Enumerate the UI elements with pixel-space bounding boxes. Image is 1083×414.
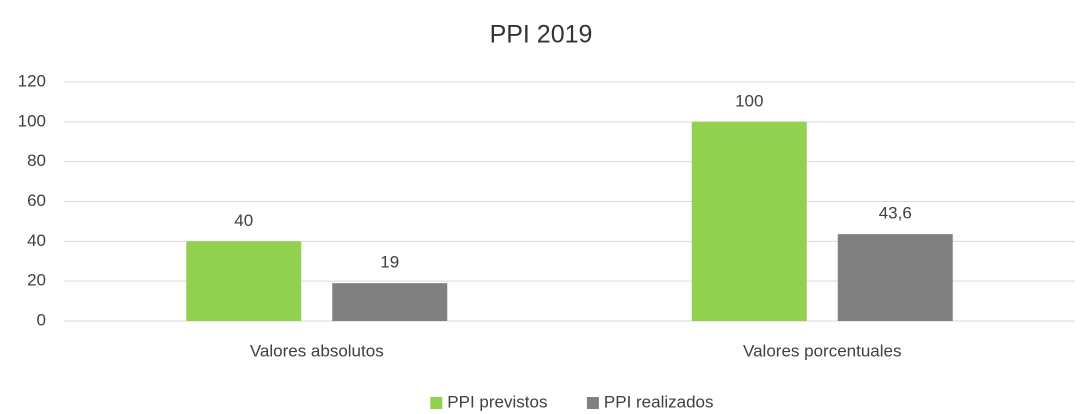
x-tick-label: Valores absolutos [250,341,384,360]
y-tick-label: 20 [27,271,46,290]
y-tick-label: 100 [18,111,46,130]
x-tick-label: Valores porcentuales [743,341,901,360]
y-tick-label: 60 [27,191,46,210]
bar [186,241,302,321]
y-tick-label: 80 [27,151,46,170]
data-label: 19 [380,253,399,272]
legend-swatch [430,397,443,409]
y-tick-label: 120 [18,71,46,90]
data-label: 40 [234,211,253,230]
legend-label: PPI realizados [604,392,714,411]
bar [691,121,807,321]
chart-title: PPI 2019 [490,21,593,49]
data-label: 43,6 [879,204,912,223]
legend-swatch [586,397,599,409]
legend-label: PPI previstos [447,392,547,411]
data-label: 100 [735,91,763,110]
y-tick-label: 0 [37,310,46,329]
bar [332,283,448,321]
y-tick-label: 40 [27,231,46,250]
bar [837,234,953,321]
